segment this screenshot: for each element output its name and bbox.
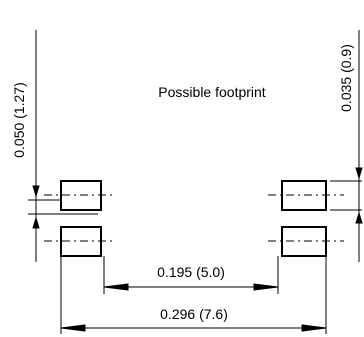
- pad-height-dimension: [330, 30, 363, 262]
- outer-span-label: 0.296 (7.6): [160, 306, 228, 322]
- left-pad-group: [44, 180, 116, 257]
- inner-spacing-dimension: [103, 256, 279, 294]
- right-pad-group: [268, 180, 344, 257]
- footprint-title: Possible footprint: [158, 84, 266, 100]
- pitch-dimension: [28, 30, 98, 262]
- pitch-label: 0.050 (1.27): [11, 82, 27, 158]
- outer-span-dimension: [60, 256, 327, 334]
- inner-spacing-label: 0.195 (5.0): [157, 264, 225, 280]
- pad-height-label: 0.035 (0.9): [338, 44, 354, 112]
